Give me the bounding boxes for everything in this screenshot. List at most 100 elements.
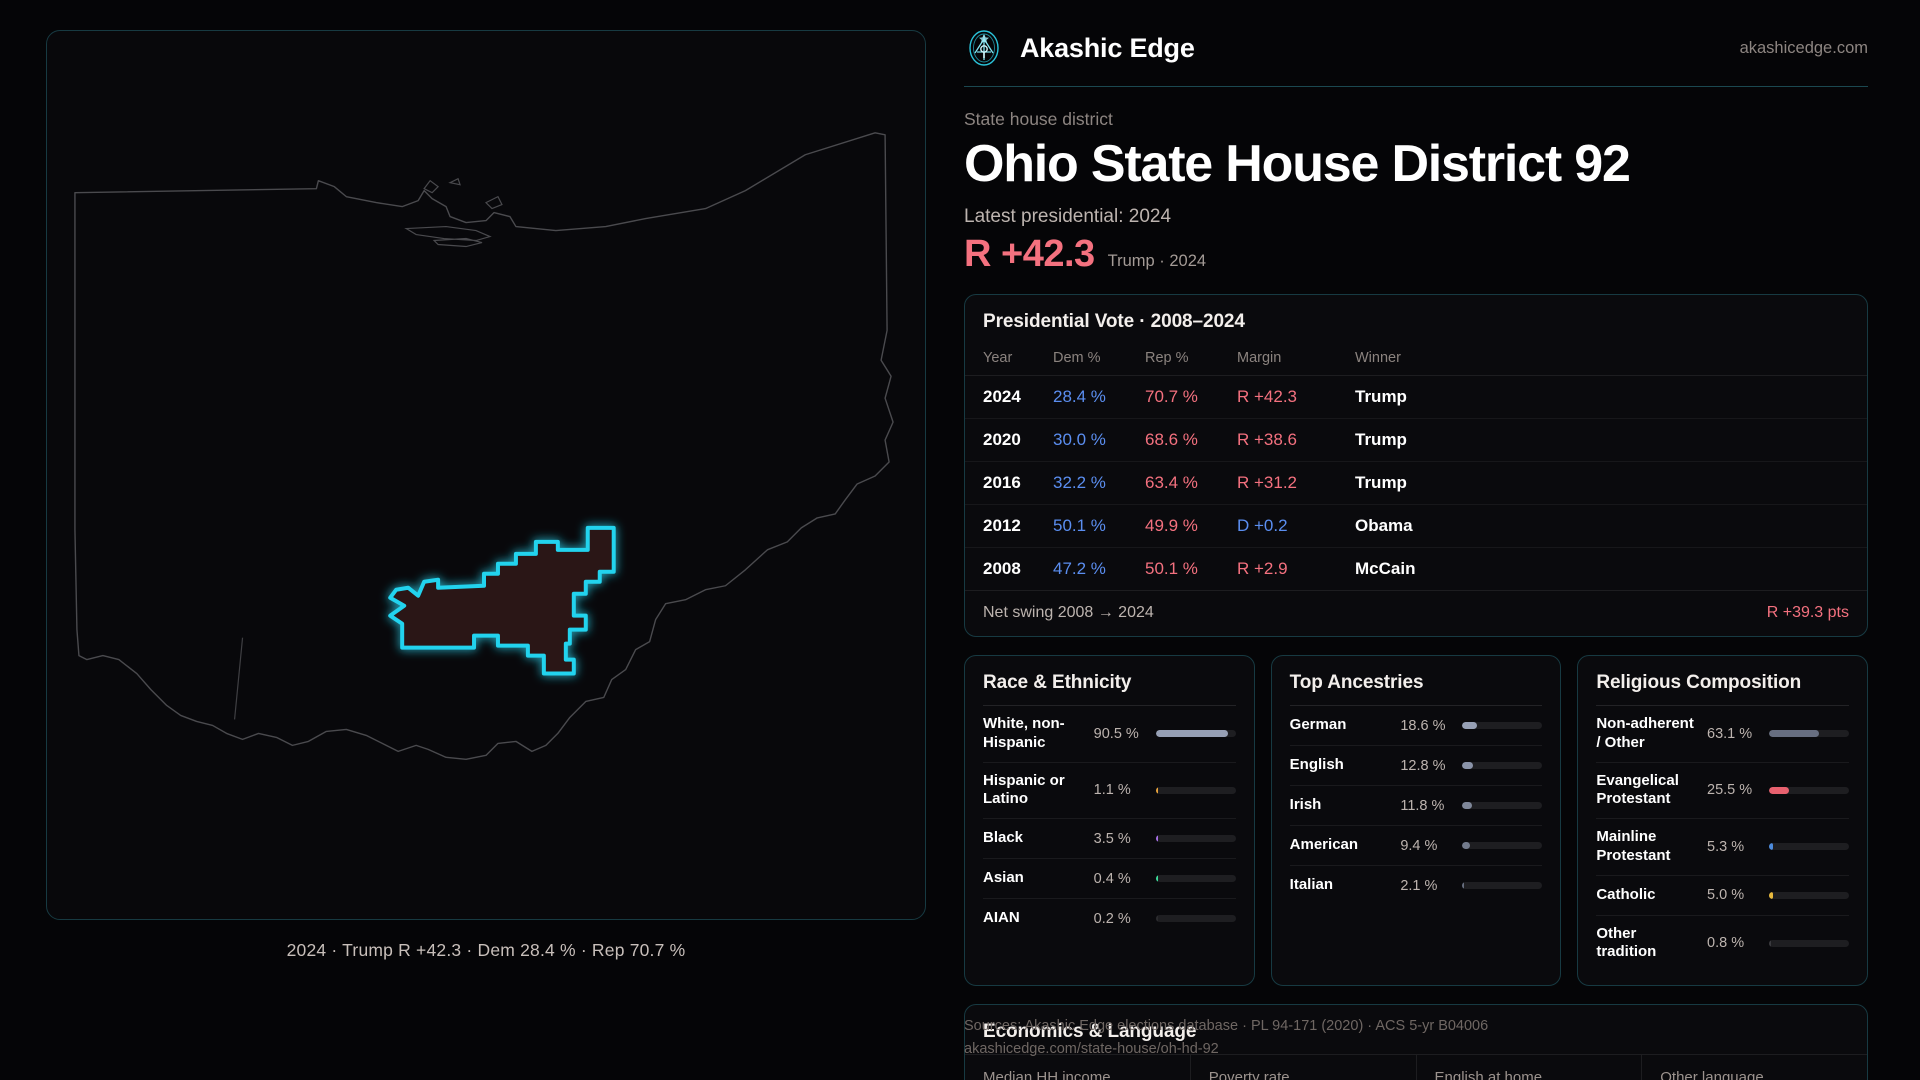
list-item[interactable]: Black 3.5 % <box>983 818 1236 858</box>
religion-bar <box>1769 939 1850 947</box>
presidential-vote-panel: Presidential Vote · 2008–2024 Year Dem %… <box>964 294 1868 638</box>
ancestry-value: 12.8 % <box>1400 757 1446 774</box>
religion-bar <box>1769 843 1850 851</box>
headline-margin: R +42.3 Trump · 2024 <box>964 233 1868 276</box>
list-item[interactable]: Evangelical Protestant 25.5 % <box>1596 761 1850 819</box>
vote-table: Year Dem % Rep % Margin Winner 2024 28.4… <box>965 344 1867 590</box>
table-row[interactable]: 2016 32.2 % 63.4 % R +31.2 Trump <box>965 461 1867 506</box>
religious-composition-panel: Religious Composition Non-adherent / Oth… <box>1577 655 1869 987</box>
table-row[interactable]: 2024 28.4 % 70.7 % R +42.3 Trump <box>965 375 1867 420</box>
race-bar <box>1155 915 1236 923</box>
page-title: Ohio State House District 92 <box>964 135 1631 193</box>
cell-dem: 32.2 % <box>1035 461 1127 506</box>
map-caption: 2024 · Trump R +42.3 · Dem 28.4 % · Rep … <box>286 940 686 960</box>
economics-grid: Median HH income $60,944 Poverty rate 16… <box>965 1054 1867 1080</box>
cell-rep: 50.1 % <box>1145 559 1198 579</box>
cell-rep: 70.7 % <box>1127 375 1219 420</box>
table-row[interactable]: 2020 30.0 % 68.6 % R +38.6 Trump <box>965 418 1867 463</box>
race-value: 90.5 % <box>1093 725 1139 742</box>
info-column: Akashic Edge akashicedge.com State house… <box>928 0 1920 1080</box>
religion-list: Non-adherent / Other 63.1 % Evangelical … <box>1578 705 1867 985</box>
cell-rep: 68.6 % <box>1127 418 1219 463</box>
col-rep: Rep % <box>1127 344 1219 377</box>
cell-winner: McCain <box>1355 559 1416 579</box>
ancestry-bar <box>1462 842 1543 850</box>
stat-label: Poverty rate <box>1208 1069 1290 1080</box>
religion-label: Mainline Protestant <box>1596 828 1671 864</box>
col-dem: Dem % <box>1035 344 1127 377</box>
race-value: 0.2 % <box>1093 910 1131 927</box>
race-label: White, non-Hispanic <box>983 715 1065 751</box>
ancestry-value: 2.1 % <box>1400 877 1438 894</box>
site-url: akashicedge.com <box>1739 38 1868 57</box>
stat-label: Median HH income <box>983 1069 1111 1080</box>
ancestry-label: German <box>1289 716 1347 734</box>
list-item[interactable]: AIAN 0.2 % <box>983 898 1236 938</box>
col-margin: Margin <box>1219 344 1337 377</box>
net-swing-row: Net swing 2008 → 2024 R +39.3 pts <box>965 590 1867 636</box>
district-map[interactable] <box>46 30 926 920</box>
religion-bar <box>1769 786 1850 794</box>
cell-rep: 49.9 % <box>1127 504 1219 549</box>
demographics-row: Race & Ethnicity White, non-Hispanic 90.… <box>964 655 1869 987</box>
table-row[interactable]: 2008 47.2 % 50.1 % R +2.9 McCain <box>965 548 1867 591</box>
ancestry-value: 18.6 % <box>1400 717 1446 734</box>
cell-margin: D +0.2 <box>1219 504 1337 549</box>
cell-rep: 63.4 % <box>1127 461 1219 506</box>
cell-margin: R +2.9 <box>1237 559 1288 579</box>
list-item[interactable]: Italian 2.1 % <box>1289 865 1543 905</box>
ancestry-list: German 18.6 % English 12.8 % Irish 11.8 … <box>1272 705 1561 919</box>
race-bar <box>1155 835 1236 843</box>
cell-winner: Trump <box>1337 461 1867 506</box>
cell-winner: Obama <box>1337 504 1867 549</box>
ancestry-label: Italian <box>1289 876 1334 894</box>
ancestry-value: 11.8 % <box>1400 797 1445 814</box>
cell-margin: R +42.3 <box>1219 375 1337 420</box>
cell-winner: Trump <box>1337 418 1867 463</box>
cell-margin: R +31.2 <box>1219 461 1337 506</box>
cell-year: 2024 <box>965 375 1035 420</box>
list-item[interactable]: Asian 0.4 % <box>983 858 1236 898</box>
race-bar <box>1155 786 1236 794</box>
race-value: 1.1 % <box>1093 782 1131 799</box>
list-item[interactable]: Catholic 5.0 % <box>1596 874 1850 915</box>
list-item[interactable]: White, non-Hispanic 90.5 % <box>983 705 1236 762</box>
religion-value: 5.3 % <box>1707 838 1745 855</box>
col-winner: Winner <box>1337 344 1867 377</box>
list-item[interactable]: American 9.4 % <box>1289 825 1543 865</box>
race-panel-title: Race & Ethnicity <box>983 672 1132 694</box>
state-outline <box>74 132 894 761</box>
list-item[interactable]: German 18.6 % <box>1289 705 1543 745</box>
kicker-label: State house district <box>964 109 1113 129</box>
ancestry-bar <box>1462 722 1543 730</box>
list-item[interactable]: Hispanic or Latino 1.1 % <box>983 761 1236 819</box>
stat-label: English at home <box>1434 1069 1543 1080</box>
list-item[interactable]: Irish 11.8 % <box>1289 785 1543 825</box>
religion-label: Other tradition <box>1596 924 1657 961</box>
highlighted-district[interactable] <box>388 525 616 676</box>
list-item[interactable]: Non-adherent / Other 63.1 % <box>1596 705 1850 762</box>
ancestry-panel-title: Top Ancestries <box>1289 672 1424 694</box>
margin-value: R +42.3 <box>964 233 1095 276</box>
net-swing-value: R +39.3 pts <box>1766 604 1849 622</box>
stat-english-at-home: English at home 98.3 % <box>1415 1055 1642 1080</box>
economics-language-panel: Economics & Language Median HH income $6… <box>964 1004 1868 1080</box>
map-column: 2024 · Trump R +42.3 · Dem 28.4 % · Rep … <box>0 0 928 1080</box>
cell-year: 2016 <box>965 461 1035 506</box>
table-row[interactable]: 2012 50.1 % 49.9 % D +0.2 Obama <box>965 504 1867 549</box>
ancestry-label: Irish <box>1289 796 1322 814</box>
list-item[interactable]: Mainline Protestant 5.3 % <box>1596 818 1850 875</box>
race-value: 3.5 % <box>1093 830 1131 847</box>
religion-label: Evangelical Protestant <box>1596 771 1679 808</box>
economics-panel-title: Economics & Language <box>983 1021 1197 1043</box>
religion-panel-title: Religious Composition <box>1596 672 1802 694</box>
list-item[interactable]: English 12.8 % <box>1289 745 1543 785</box>
cell-winner: Trump <box>1337 375 1867 420</box>
brand-bar: Akashic Edge akashicedge.com <box>964 28 1868 87</box>
akashic-emblem-icon <box>964 28 1004 68</box>
list-item[interactable]: Other tradition 0.8 % <box>1596 914 1850 972</box>
vote-table-body: 2024 28.4 % 70.7 % R +42.3 Trump 2020 30… <box>965 375 1867 591</box>
top-ancestries-panel: Top Ancestries German 18.6 % English 12.… <box>1270 655 1562 987</box>
race-value: 0.4 % <box>1093 870 1131 887</box>
